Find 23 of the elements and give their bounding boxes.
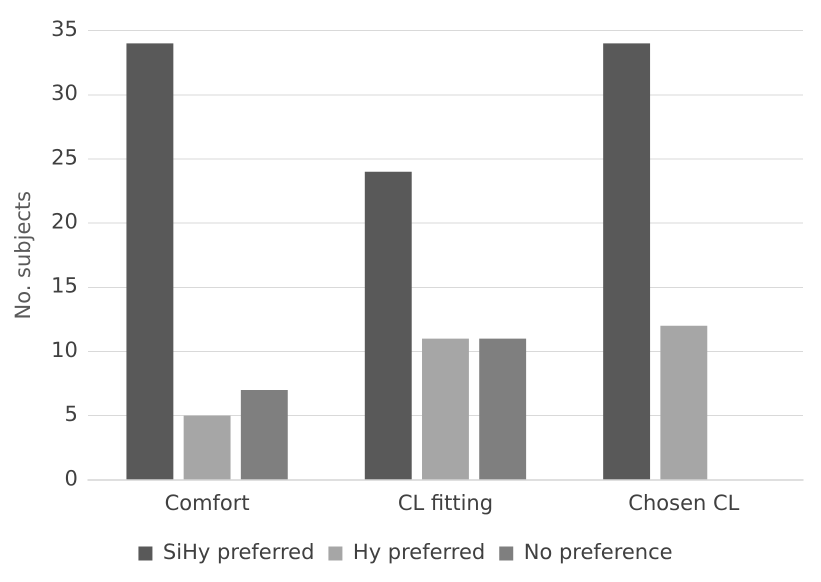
bar	[364, 172, 412, 480]
y-tick-label: 20	[51, 210, 78, 234]
legend-label: No preference	[524, 540, 673, 564]
y-axis-title: No. subjects	[11, 190, 36, 320]
bar	[184, 416, 231, 480]
legend-label: Hy preferred	[352, 540, 486, 564]
y-tick-label: 25	[51, 145, 78, 170]
y-tick-label: 15	[51, 274, 78, 298]
x-tick-label: Comfort	[164, 490, 250, 515]
bar	[603, 43, 650, 480]
bar	[240, 390, 288, 480]
bar	[126, 43, 174, 480]
x-tick-label: Chosen CL	[628, 490, 740, 515]
y-tick-label: 35	[51, 17, 78, 42]
legend-label: SiHy preferred	[162, 540, 314, 564]
y-tick-label: 0	[64, 466, 78, 490]
bar	[422, 338, 469, 480]
y-tick-label: 10	[51, 338, 78, 362]
bar	[479, 338, 526, 480]
x-tick-label: CL fitting	[398, 490, 494, 515]
y-tick-label: 5	[64, 402, 78, 426]
y-tick-label: 30	[51, 81, 78, 106]
bar	[660, 326, 708, 480]
